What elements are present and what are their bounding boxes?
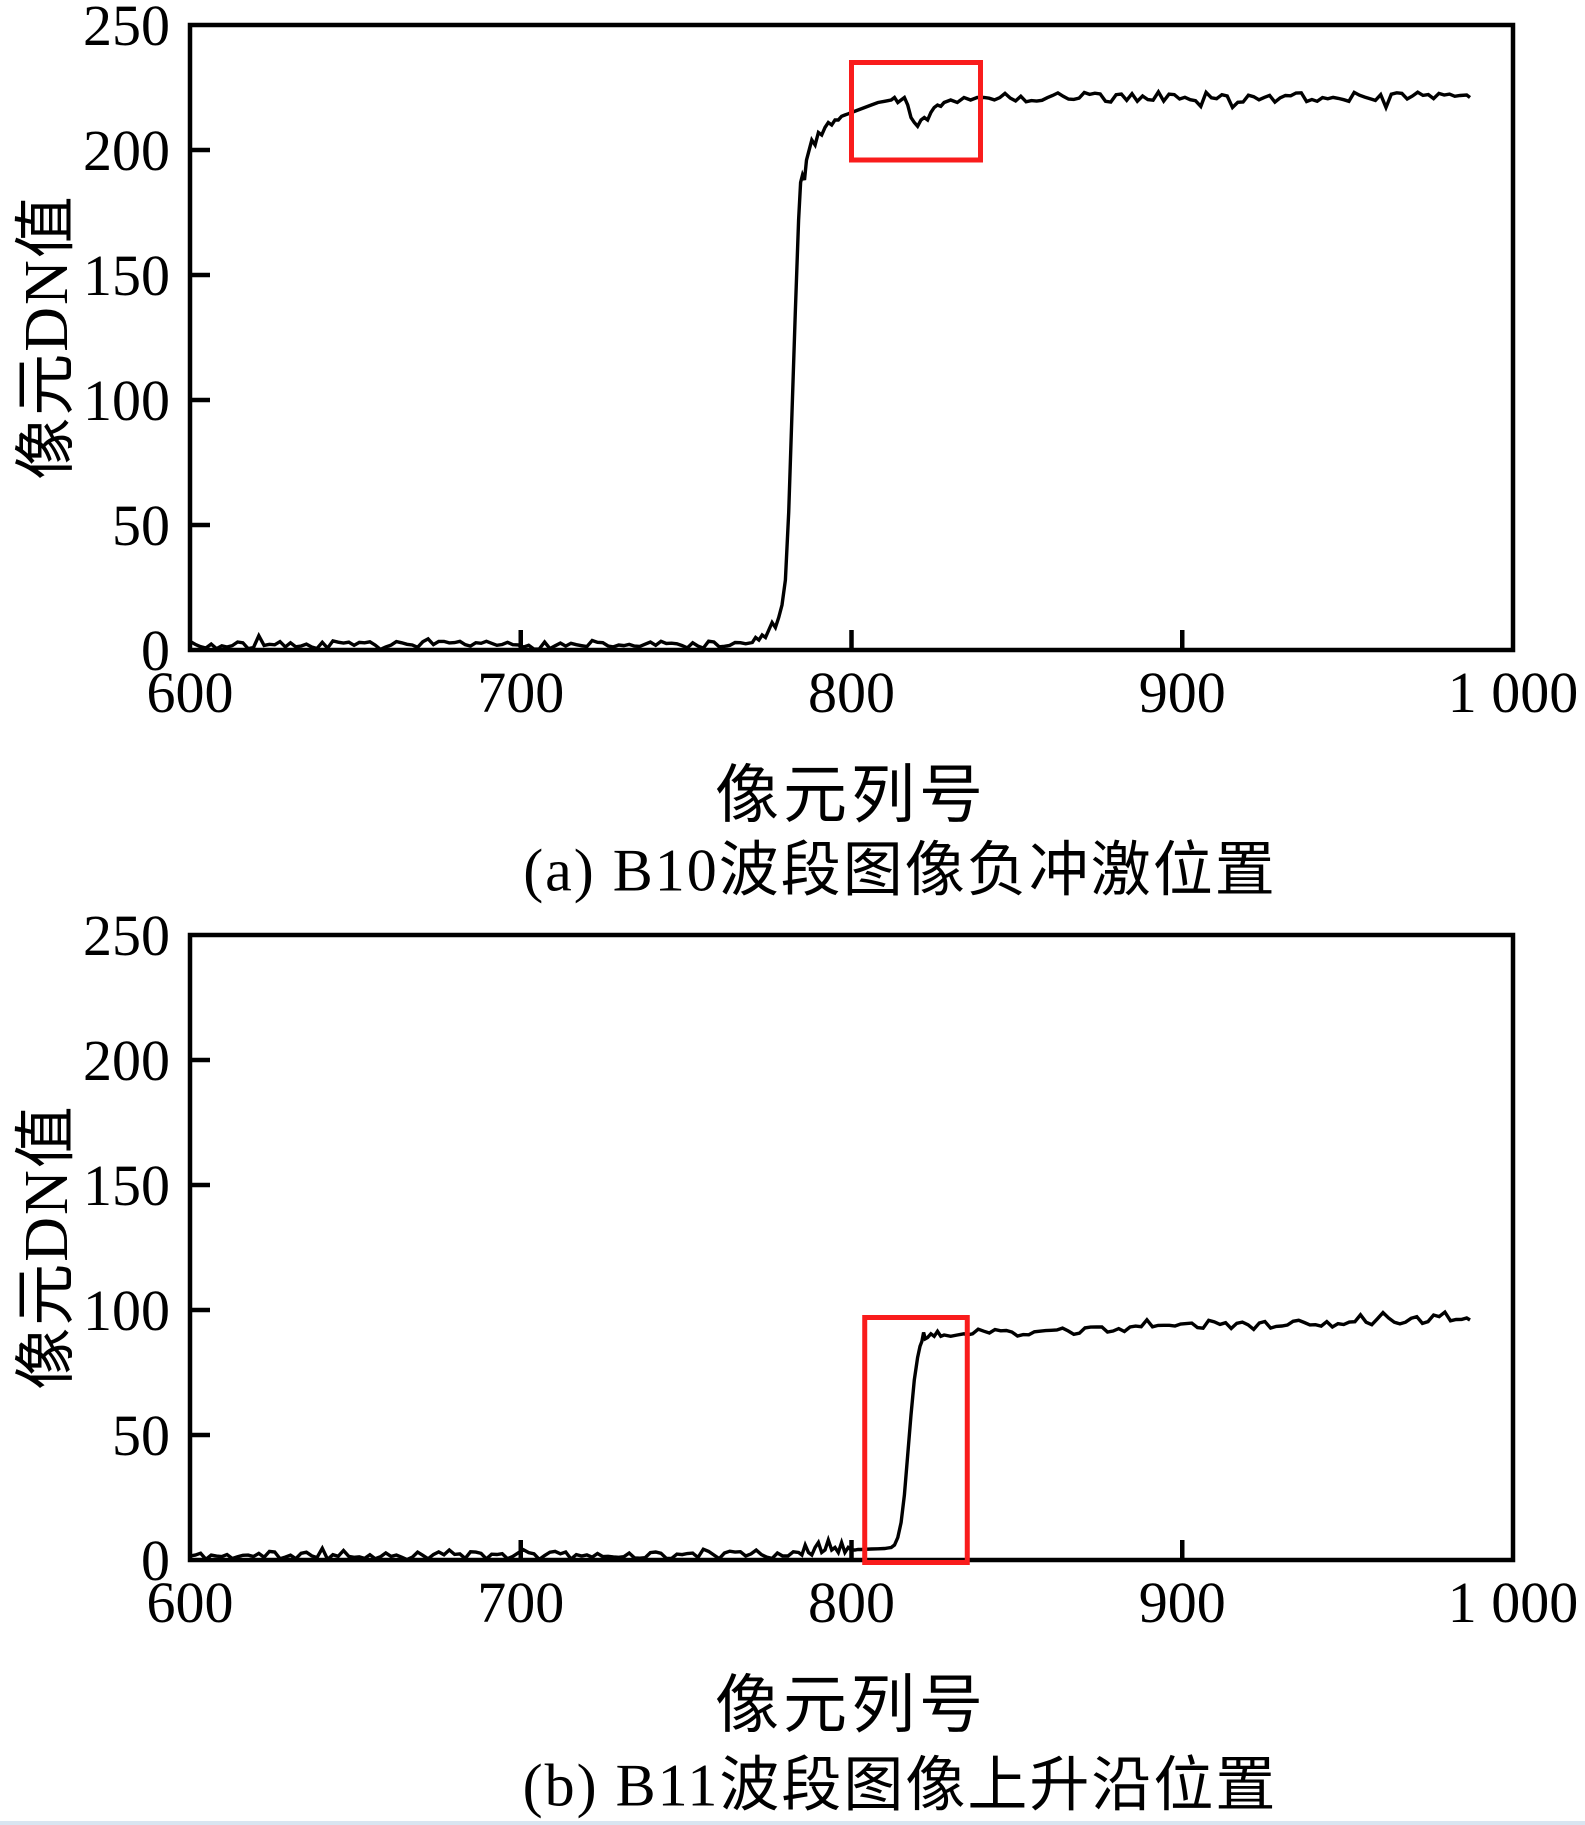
series-line-b <box>189 1309 1471 1563</box>
x-tick-label-b: 900 <box>1139 1570 1226 1635</box>
x-tick-label-b: 700 <box>477 1570 564 1635</box>
plot-frame-b <box>187 932 1516 1563</box>
y-tick-label-a: 50 <box>112 493 170 558</box>
y-axis-label-chart-a: 像元DN值 <box>13 194 81 480</box>
y-tick-label-b: 0 <box>141 1528 170 1593</box>
x-tick-label-b: 800 <box>808 1570 895 1635</box>
y-tick-label-a: 250 <box>83 0 170 58</box>
x-tick-label-b: 600 <box>147 1570 234 1635</box>
x-tick-label-a: 700 <box>477 660 564 725</box>
x-tick-label-b: 1 000 <box>1448 1570 1579 1635</box>
y-tick-label-a: 100 <box>83 368 170 433</box>
series-line-a <box>189 88 1472 652</box>
x-tick-label-a: 1 000 <box>1448 660 1579 725</box>
y-tick-label-b: 150 <box>83 1153 170 1218</box>
x-axis-label-chart-b: 像元列号 <box>715 1670 987 1741</box>
x-axis-label-chart-a: 像元列号 <box>715 760 987 831</box>
y-tick-label-b: 50 <box>112 1403 170 1468</box>
caption-chart-a: (a) B10波段图像负冲激位置 <box>523 837 1277 904</box>
y-tick-label-a: 200 <box>83 118 170 183</box>
y-axis-label-chart-b: 像元DN值 <box>13 1104 81 1390</box>
x-tick-label-a: 900 <box>1139 660 1226 725</box>
y-tick-label-b: 250 <box>83 903 170 968</box>
highlight-box-a <box>849 60 983 163</box>
x-tick-label-a: 800 <box>808 660 895 725</box>
y-tick-label-b: 200 <box>83 1028 170 1093</box>
y-tick-label-a: 150 <box>83 243 170 308</box>
caption-chart-b: (b) B11波段图像上升沿位置 <box>522 1752 1278 1819</box>
y-tick-label-b: 100 <box>83 1278 170 1343</box>
page-bottom-divider <box>0 1821 1585 1825</box>
x-tick-label-a: 600 <box>147 660 234 725</box>
y-tick-label-a: 0 <box>141 618 170 683</box>
highlight-box-b <box>862 1315 970 1565</box>
